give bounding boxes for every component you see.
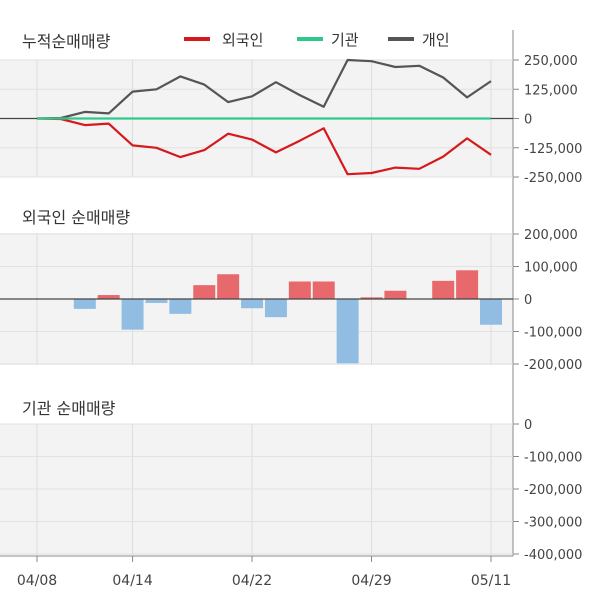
ytick-label-p1-0: 250,000 — [524, 54, 578, 69]
xtick-label-2: 04/22 — [232, 573, 272, 589]
foreign-bar-12 — [312, 281, 335, 299]
legend: 외국인 기관 개인 — [184, 31, 450, 49]
ytick-label-p1-4: -250,000 — [524, 171, 582, 186]
series-line-individual — [36, 58, 492, 120]
foreign-bar-8 — [217, 274, 240, 299]
ytick-label-p1-3: -125,000 — [524, 142, 582, 157]
foreign-bar-9 — [241, 299, 264, 309]
foreign-bar-4 — [121, 299, 144, 330]
foreign-bar-7 — [193, 285, 216, 299]
ytick-label-p3-3: -300,000 — [524, 516, 582, 531]
series-line-foreign — [36, 117, 492, 176]
foreign-bar-11 — [288, 281, 311, 299]
foreign-bar-14 — [360, 297, 383, 299]
legend-label-institution: 기관 — [331, 31, 359, 49]
foreign-bar-18 — [456, 270, 479, 299]
ytick-label-p2-2: 0 — [524, 293, 532, 308]
ytick-label-p1-1: 125,000 — [524, 83, 578, 98]
foreign-title: 외국인 순매매량 — [22, 208, 130, 227]
ytick-label-p2-3: -100,000 — [524, 326, 582, 341]
data-marks — [0, 58, 513, 364]
foreign-bar-13 — [336, 299, 359, 364]
xtick-label-0: 04/08 — [17, 573, 57, 589]
ytick-label-p2-0: 200,000 — [524, 228, 578, 243]
ytick-label-p2-1: 100,000 — [524, 261, 578, 276]
foreign-bar-6 — [169, 299, 192, 314]
ytick-label-p3-4: -400,000 — [524, 548, 582, 563]
ytick-label-p1-2: 0 — [524, 113, 532, 128]
ytick-label-p3-0: 0 — [524, 418, 532, 433]
cumulative-title: 누적순매매량 — [22, 32, 111, 51]
ytick-label-p3-1: -100,000 — [524, 451, 582, 466]
legend-label-individual: 개인 — [422, 31, 450, 49]
foreign-bar-2 — [73, 299, 96, 309]
foreign-bar-17 — [432, 280, 455, 299]
foreign-bar-15 — [384, 290, 407, 299]
xtick-label-1: 04/14 — [112, 573, 152, 589]
ytick-label-p2-4: -200,000 — [524, 358, 582, 373]
legend-label-foreign: 외국인 — [222, 31, 263, 49]
xtick-label-4: 05/11 — [471, 573, 511, 589]
xtick-label-3: 04/29 — [351, 573, 391, 589]
foreign-bar-5 — [145, 299, 168, 303]
foreign-bar-10 — [264, 299, 287, 318]
institution-title: 기관 순매매량 — [22, 399, 116, 418]
foreign-bar-19 — [480, 299, 502, 325]
foreign-bar-3 — [97, 295, 120, 299]
axis-labels: 250,000 125,000 0 -125,000 -250,000 200,000 10… — [17, 54, 583, 589]
ytick-label-p3-2: -200,000 — [524, 483, 582, 498]
